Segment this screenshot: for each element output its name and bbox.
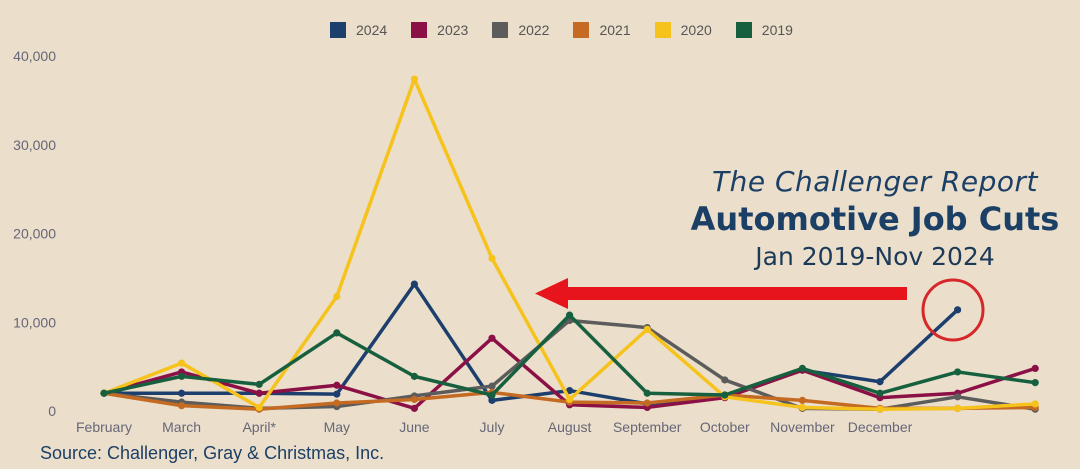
- y-axis: 0 10,000 20,000 30,000 40,000: [13, 48, 56, 419]
- data-point-2020: [798, 403, 807, 412]
- legend-item-2023: 2023: [411, 22, 468, 38]
- data-point-2023: [333, 381, 341, 389]
- x-tick-label: July: [480, 419, 505, 435]
- data-point-2022: [721, 376, 729, 384]
- data-point-2024: [488, 396, 496, 404]
- legend-label: 2024: [356, 22, 388, 38]
- data-point-2020: [876, 405, 884, 413]
- x-tick-label: August: [548, 419, 592, 435]
- data-point-2019: [488, 391, 496, 399]
- x-tick-label: October: [700, 419, 750, 435]
- data-point-2024: [954, 306, 962, 314]
- x-tick-label: December: [848, 419, 913, 435]
- legend-swatch: [492, 22, 509, 38]
- x-tick-label: May: [324, 419, 350, 435]
- legend-swatch: [654, 22, 671, 38]
- legend-label: 2023: [437, 22, 469, 38]
- data-point-2024: [566, 386, 574, 395]
- report-title-block: The Challenger Report Automotive Job Cut…: [690, 165, 1060, 271]
- data-point-2022: [954, 393, 962, 401]
- highlight-circle: [921, 278, 985, 342]
- data-point-2019: [178, 372, 186, 380]
- data-point-2023: [1031, 364, 1039, 372]
- data-point-2019: [876, 389, 884, 397]
- data-point-2019: [1031, 379, 1039, 387]
- legend-item-2021: 2021: [573, 22, 631, 38]
- report-date-range: Jan 2019-Nov 2024: [755, 242, 995, 271]
- source-note: Source: Challenger, Gray & Christmas, In…: [40, 443, 385, 463]
- y-tick-label: 20,000: [13, 226, 56, 242]
- legend-label: 2019: [761, 22, 793, 38]
- legend-swatch: [735, 22, 752, 38]
- legend-label: 2022: [518, 22, 550, 38]
- data-point-2020: [255, 403, 263, 412]
- data-point-2019: [100, 389, 108, 397]
- report-subtitle: The Challenger Report: [712, 165, 1038, 198]
- data-point-2024: [410, 280, 418, 288]
- data-point-2021: [798, 396, 807, 404]
- x-tick-label: June: [399, 419, 430, 435]
- data-point-2019: [410, 372, 418, 380]
- legend-swatch: [330, 22, 346, 38]
- data-point-2020: [333, 292, 341, 301]
- data-point-2023: [255, 389, 263, 397]
- x-tick-label: April*: [242, 419, 276, 435]
- data-point-2019: [954, 368, 962, 376]
- legend-item-2022: 2022: [492, 22, 549, 38]
- data-point-2022: [488, 382, 496, 390]
- y-tick-label: 0: [48, 403, 56, 419]
- legend-swatch: [411, 22, 428, 38]
- data-point-2019: [255, 380, 263, 388]
- data-point-2024: [876, 378, 884, 386]
- y-tick-label: 40,000: [13, 48, 56, 64]
- legend-item-2024: 2024: [330, 22, 387, 38]
- data-point-2021: [178, 402, 186, 410]
- arrow-shaft: [565, 287, 907, 300]
- data-point-2021: [333, 399, 341, 407]
- data-point-2023: [488, 334, 496, 342]
- x-tick-label: November: [770, 419, 835, 435]
- legend-label: 2021: [599, 22, 631, 38]
- data-point-2021: [643, 399, 651, 407]
- x-tick-label: March: [162, 419, 201, 435]
- x-tick-label: February: [76, 419, 132, 435]
- arrow-head: [535, 278, 568, 309]
- data-point-2024: [178, 389, 186, 397]
- legend: 2024 2023 2022 2021 2020 2019: [330, 22, 817, 38]
- report-title: Automotive Job Cuts: [690, 200, 1060, 238]
- data-point-2023: [410, 404, 418, 412]
- data-point-2020: [178, 359, 186, 367]
- x-axis: February March April* May June July August Sept…: [76, 419, 913, 435]
- y-tick-label: 30,000: [13, 137, 56, 153]
- data-point-2020: [643, 325, 651, 333]
- legend-label: 2020: [680, 22, 712, 38]
- series-layer: [100, 75, 1039, 413]
- legend-swatch: [573, 22, 590, 38]
- data-point-2019: [798, 364, 807, 372]
- legend-item-2020: 2020: [654, 22, 712, 38]
- data-point-2020: [566, 395, 574, 404]
- x-tick-label: September: [613, 419, 682, 435]
- data-point-2019: [566, 311, 574, 319]
- annotation-layer: [535, 278, 985, 342]
- legend-item-2019: 2019: [735, 22, 793, 38]
- data-point-2020: [488, 254, 496, 262]
- data-point-2019: [333, 329, 341, 337]
- data-point-2020: [410, 75, 418, 83]
- series-line-2019: [103, 313, 1036, 397]
- data-point-2020: [954, 404, 962, 412]
- data-point-2019: [643, 389, 651, 397]
- y-tick-label: 10,000: [13, 314, 56, 330]
- data-point-2021: [410, 395, 418, 404]
- data-point-2020: [1031, 400, 1039, 408]
- data-point-2019: [721, 391, 729, 399]
- data-point-2024: [333, 390, 341, 398]
